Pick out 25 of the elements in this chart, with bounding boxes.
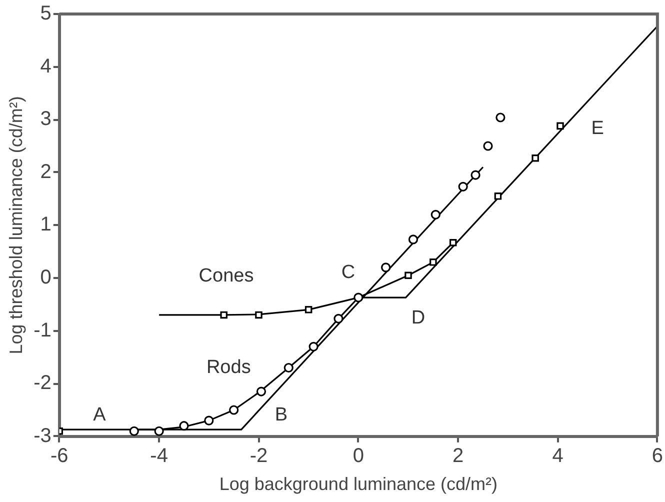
y-tick-label: -3 <box>34 424 52 447</box>
x-tick-label: 6 <box>652 444 663 467</box>
y-axis-title: Log threshold luminance (cd/m²) <box>6 96 26 354</box>
x-tick-label: -6 <box>50 444 68 467</box>
x-tick-label: 0 <box>352 444 364 467</box>
annotation: Rods <box>206 356 251 378</box>
y-tick-label: 4 <box>40 55 52 78</box>
annotation: C <box>341 262 356 283</box>
annotation: E <box>591 118 604 140</box>
x-axis-title: Log background luminance (cd/m²) <box>219 474 498 494</box>
y-tick-label: 3 <box>40 108 52 130</box>
annotation: Cones <box>198 266 254 287</box>
annotation: A <box>93 404 106 426</box>
x-tick-label: 4 <box>552 444 564 467</box>
annotation: B <box>274 404 288 426</box>
annotation: D <box>411 307 426 328</box>
y-tick-label: 2 <box>40 160 52 183</box>
x-tick-label: 2 <box>452 444 464 467</box>
y-tick-label: -1 <box>34 319 52 342</box>
y-tick-label: 0 <box>40 266 52 289</box>
x-tick-label: -2 <box>250 444 268 467</box>
x-tick-label: -4 <box>150 444 168 467</box>
y-tick-label: 5 <box>40 2 52 25</box>
y-tick-label: -2 <box>34 372 52 394</box>
y-tick-label: 1 <box>40 214 52 236</box>
